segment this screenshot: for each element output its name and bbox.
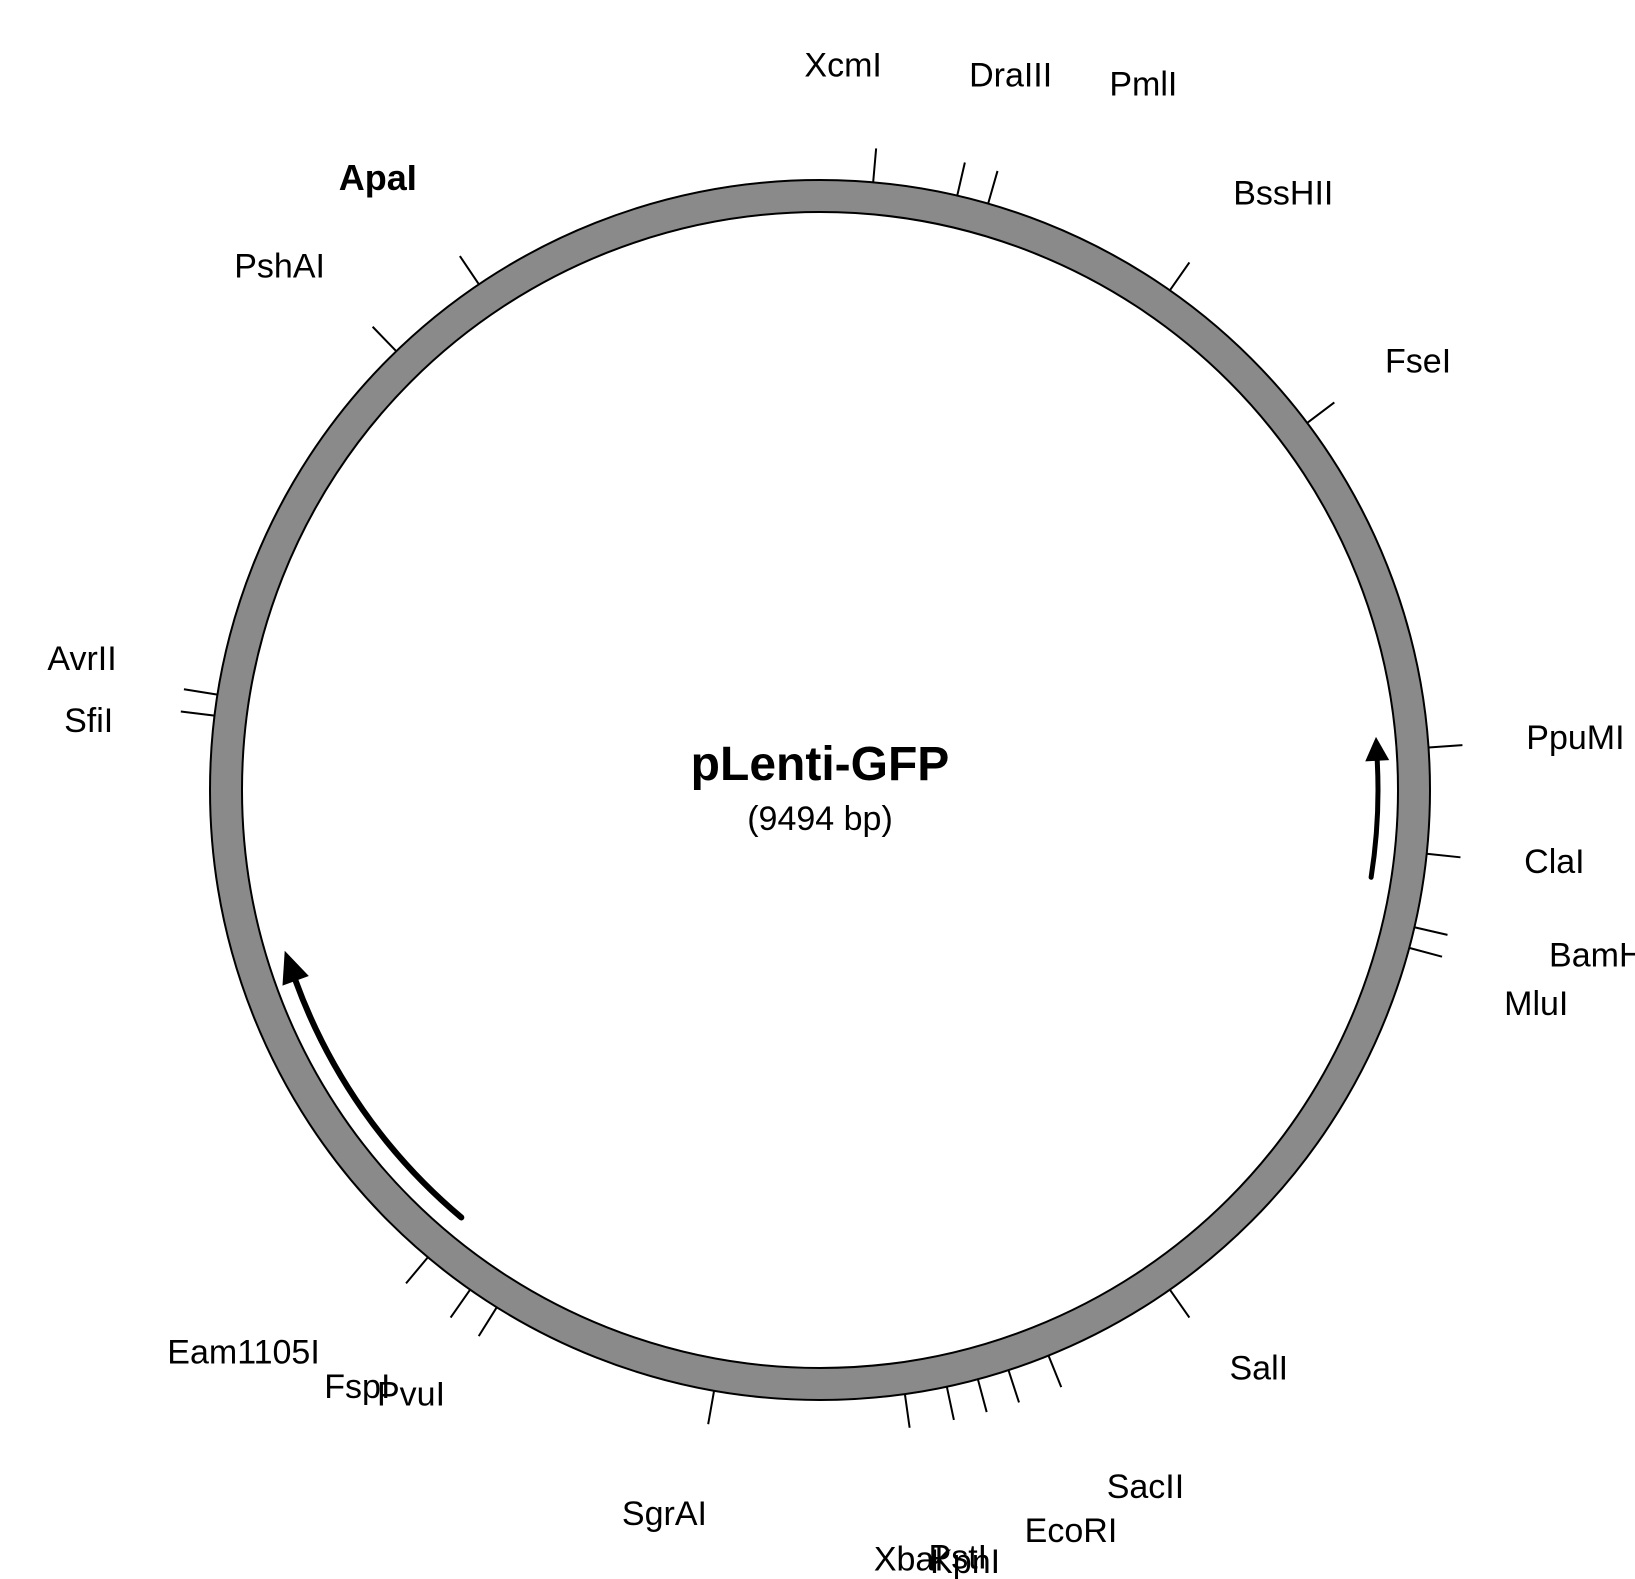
site-tick [373,327,397,351]
site-tick [479,1307,497,1336]
site-label: PshAI [234,248,325,286]
site-tick [1414,927,1447,935]
site-label: BssHII [1233,174,1333,212]
site-tick [988,171,997,204]
site-tick [184,689,218,694]
site-tick [460,256,479,284]
site-tick [1429,745,1463,747]
direction-arrow-head [1365,737,1389,762]
site-tick [957,163,965,196]
site-label: ClaI [1524,843,1584,881]
plasmid-name: pLenti-GFP [691,738,950,791]
site-label: ApaI [339,157,417,198]
site-tick [1307,402,1334,422]
site-label: Eam1105I [167,1333,319,1371]
site-label: SfiI [64,702,113,740]
site-label: MluI [1504,985,1568,1023]
site-label: SacII [1107,1468,1184,1506]
site-tick [1170,1290,1190,1318]
plasmid-size: (9494 bp) [747,800,893,838]
site-label: AvrII [47,640,116,678]
site-tick [406,1257,428,1283]
site-label: SgrAI [622,1495,707,1533]
site-tick [1170,262,1190,290]
plasmid-map: XcmI DraIII PmlI BssHII FseI PpuMI ClaI BamHI Ml… [0,0,1635,1579]
site-label: XbaI [874,1541,944,1579]
site-label: XcmI [804,47,881,85]
site-tick [978,1379,987,1412]
site-tick [947,1387,954,1420]
site-tick [1049,1356,1062,1388]
direction-arrow-arc [1371,761,1378,877]
site-label: FspI [324,1368,390,1406]
site-label: EcoRI [1025,1512,1118,1550]
site-tick [181,712,215,716]
site-label: DraIII [969,56,1052,94]
site-tick [451,1290,471,1318]
site-tick [905,1394,910,1428]
site-tick [1409,948,1442,957]
site-label: SalI [1230,1349,1289,1387]
site-tick [708,1391,714,1424]
site-label: FseI [1385,343,1451,381]
site-tick [1427,854,1461,858]
site-label: PpuMI [1526,719,1624,757]
site-tick [1009,1370,1020,1402]
site-tick [873,148,876,182]
direction-arrow-head [282,951,308,986]
site-label: BamHI [1549,936,1635,974]
site-label: PmlI [1109,66,1177,104]
